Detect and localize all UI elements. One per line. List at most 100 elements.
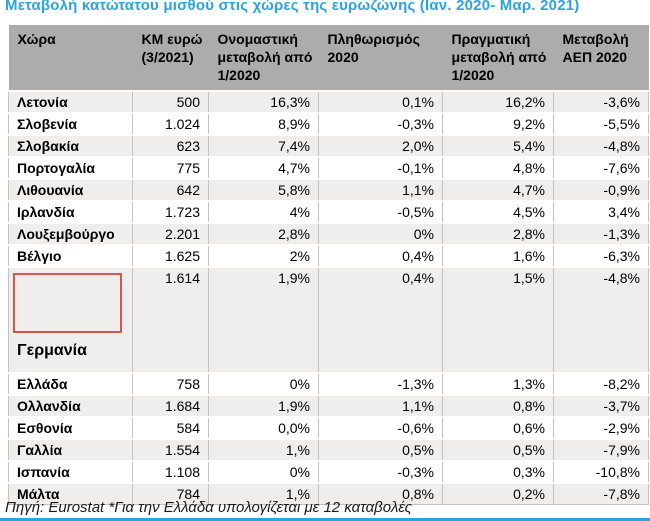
nominal-change-cell: 7,4% [208, 134, 319, 158]
inflation-cell: 0% [318, 222, 443, 246]
km-value-cell: 500 [132, 90, 209, 114]
column-header-nominal-change: Ονομαστική μεταβολή από 1/2020 [208, 25, 319, 92]
table-header: Χώρα ΚΜ ευρώ (3/2021) Ονομαστική μεταβολ… [8, 25, 649, 92]
inflation-cell: -0,5% [318, 200, 443, 224]
km-value-cell: 1.614 [132, 266, 209, 374]
country-cell: Μάλτα [8, 482, 133, 505]
km-value-cell: 775 [132, 156, 209, 180]
table-body: Λετονία 500 16,3% 0,1% 16,2% -3,6% Σλοβενία 1.0… [8, 90, 649, 505]
gdp-change-cell: -2,9% [553, 416, 649, 440]
table-row: Εσθονία 584 0,0% -0,6% 0,6% -2,9% [8, 416, 649, 440]
header-row: Χώρα ΚΜ ευρώ (3/2021) Ονομαστική μεταβολ… [8, 25, 649, 92]
table-row: Ολλανδία 1.684 1,9% 1,1% 0,8% -3,7% [8, 394, 649, 418]
real-change-cell: 16,2% [442, 90, 554, 114]
table-row: Λουξεμβούργο 2.201 2,8% 0% 2,8% -1,3% [8, 222, 649, 246]
country-cell: Ιρλανδία [8, 200, 133, 224]
gdp-change-cell: -0,9% [553, 178, 649, 202]
gdp-change-cell: -6,3% [553, 244, 649, 268]
inflation-cell: 0,8% [318, 482, 443, 505]
real-change-cell: 0,6% [442, 416, 554, 440]
gdp-change-cell: -3,7% [553, 394, 649, 418]
page-title: Μεταβολή κατώτατου μισθού στις χώρες της… [5, 0, 580, 14]
km-value-cell: 1.108 [132, 460, 209, 484]
gdp-change-cell: -7,8% [553, 482, 649, 505]
gdp-change-cell: -7,6% [553, 156, 649, 180]
real-change-cell: 1,3% [442, 372, 554, 396]
nominal-change-cell: 4,7% [208, 156, 319, 180]
minimum-wage-table: Χώρα ΚΜ ευρώ (3/2021) Ονομαστική μεταβολ… [8, 25, 649, 505]
table-row: Γαλλία 1.554 1,% 0,5% 0,5% -7,9% [8, 438, 649, 462]
km-value-cell: 623 [132, 134, 209, 158]
nominal-change-cell: 8,9% [208, 112, 319, 136]
nominal-change-cell: 2,8% [208, 222, 319, 246]
table-row: Ισπανία 1.108 0% -0,3% 0,3% -10,8% [8, 460, 649, 484]
gdp-change-cell: -4,8% [553, 134, 649, 158]
column-header-inflation: Πληθωρισμός 2020 [318, 25, 443, 92]
real-change-cell: 9,2% [442, 112, 554, 136]
gdp-change-cell: -10,8% [553, 460, 649, 484]
km-value-cell: 1.684 [132, 394, 209, 418]
real-change-cell: 0,5% [442, 438, 554, 462]
inflation-cell: 0,1% [318, 90, 443, 114]
country-cell: Ολλανδία [8, 394, 133, 418]
country-cell: Ισπανία [8, 460, 133, 484]
bottom-accent-line [0, 518, 650, 521]
column-header-gdp-change: Μεταβολή ΑΕΠ 2020 [553, 25, 649, 92]
table-row: Σλοβακία 623 7,4% 2,0% 5,4% -4,8% [8, 134, 649, 158]
inflation-cell: 1,1% [318, 394, 443, 418]
source-note: Πηγή: Eurostat *Για την Ελλάδα υπολογίζε… [5, 499, 412, 516]
nominal-change-cell: 4% [208, 200, 319, 224]
nominal-change-cell: 0,0% [208, 416, 319, 440]
table-row: Γερμανία 1.614 1,9% 0,4% 1,5% -4,8% [8, 266, 649, 374]
country-cell: Λουξεμβούργο [8, 222, 133, 246]
country-cell: Σλοβενία [8, 112, 133, 136]
real-change-cell: 4,8% [442, 156, 554, 180]
nominal-change-cell: 0% [208, 460, 319, 484]
country-cell: Σλοβακία [8, 134, 133, 158]
column-header-km: ΚΜ ευρώ (3/2021) [132, 25, 209, 92]
real-change-cell: 4,5% [442, 200, 554, 224]
country-cell: Βέλγιο [8, 244, 133, 268]
km-value-cell: 1.554 [132, 438, 209, 462]
nominal-change-cell: 16,3% [208, 90, 319, 114]
km-value-cell: 2.201 [132, 222, 209, 246]
country-cell: Εσθονία [8, 416, 133, 440]
km-value-cell: 1.625 [132, 244, 209, 268]
km-value-cell: 758 [132, 372, 209, 396]
country-cell: Λιθουανία [8, 178, 133, 202]
nominal-change-cell: 1,9% [208, 266, 319, 374]
table-row: Πορτογαλία 775 4,7% -0,1% 4,8% -7,6% [8, 156, 649, 180]
nominal-change-cell: 1,% [208, 438, 319, 462]
gdp-change-cell: -4,8% [553, 266, 649, 374]
nominal-change-cell: 0% [208, 372, 319, 396]
real-change-cell: 2,8% [442, 222, 554, 246]
real-change-cell: 1,6% [442, 244, 554, 268]
inflation-cell: 2,0% [318, 134, 443, 158]
column-header-country: Χώρα [8, 25, 133, 92]
country-cell: Γαλλία [8, 438, 133, 462]
gdp-change-cell: -5,5% [553, 112, 649, 136]
km-value-cell: 1.024 [132, 112, 209, 136]
gdp-change-cell: -1,3% [553, 222, 649, 246]
inflation-cell: 0,4% [318, 266, 443, 374]
inflation-cell: -0,1% [318, 156, 443, 180]
real-change-cell: 4,7% [442, 178, 554, 202]
real-change-cell: 0,3% [442, 460, 554, 484]
column-header-real-change: Πραγματική μεταβολή από 1/2020 [442, 25, 554, 92]
km-value-cell: 784 [132, 482, 209, 505]
country-cell: Λετονία [8, 90, 133, 114]
table-row: Σλοβενία 1.024 8,9% -0,3% 9,2% -5,5% [8, 112, 649, 136]
table-row: Ιρλανδία 1.723 4% -0,5% 4,5% 3,4% [8, 200, 649, 224]
inflation-cell: -0,3% [318, 112, 443, 136]
table-row: Ελλάδα 758 0% -1,3% 1,3% -8,2% [8, 372, 649, 396]
inflation-cell: 1,1% [318, 178, 443, 202]
country-cell: Ελλάδα [8, 372, 133, 396]
table-row: Λιθουανία 642 5,8% 1,1% 4,7% -0,9% [8, 178, 649, 202]
real-change-cell: 5,4% [442, 134, 554, 158]
gdp-change-cell: -8,2% [553, 372, 649, 396]
inflation-cell: -0,3% [318, 460, 443, 484]
gdp-change-cell: -7,9% [553, 438, 649, 462]
real-change-cell: 0,2% [442, 482, 554, 505]
nominal-change-cell: 1,9% [208, 394, 319, 418]
